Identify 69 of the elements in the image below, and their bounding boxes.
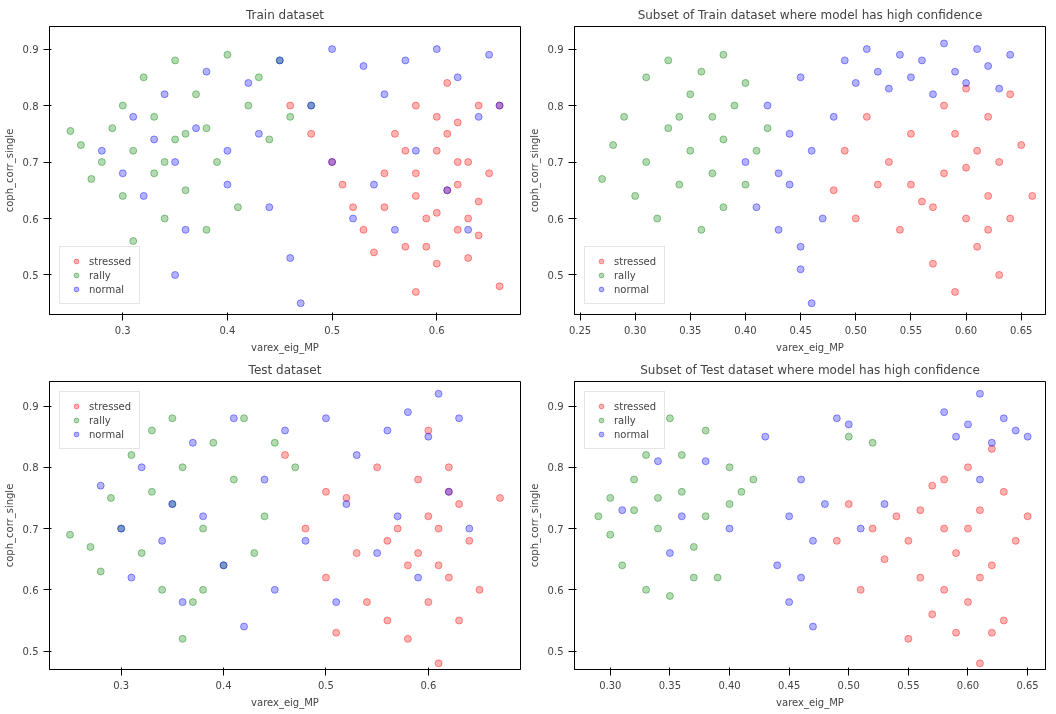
y-tick-label: 0.9 (547, 401, 564, 413)
y-axis-title: coph_corr_single (3, 483, 16, 568)
x-tick-label: 0.30 (599, 679, 622, 691)
x-axis-title: varex_eig_MP (251, 341, 319, 354)
y-tick-label: 0.8 (22, 462, 39, 474)
y-tick-label: 0.9 (22, 401, 39, 413)
legend-label: stressed (89, 255, 132, 267)
legend-label: rally (614, 414, 636, 426)
x-axis-title: varex_eig_MP (776, 696, 844, 709)
x-axis-title: varex_eig_MP (251, 696, 319, 709)
x-tick-label: 0.60 (956, 679, 980, 691)
x-tick-label: 0.45 (789, 324, 812, 336)
y-axis-title: coph_corr_single (528, 483, 541, 568)
x-tick-label: 0.4 (215, 679, 232, 691)
y-tick-label: 0.6 (547, 584, 564, 596)
x-axis-title: varex_eig_MP (776, 341, 844, 354)
legend-label: normal (89, 283, 125, 295)
x-tick-label: 0.5 (324, 324, 341, 336)
y-tick-label: 0.5 (547, 646, 564, 658)
y-tick-label: 0.5 (547, 269, 564, 281)
y-tick-label: 0.7 (547, 523, 564, 535)
x-tick-label: 0.55 (899, 324, 923, 336)
y-tick-label: 0.9 (22, 44, 39, 56)
y-tick-label: 0.9 (547, 44, 564, 56)
legend-label: rally (614, 269, 636, 281)
chart-title: Subset of Test dataset where model has high confidence (640, 362, 980, 377)
x-tick-label: 0.65 (1010, 324, 1033, 336)
x-tick-label: 0.50 (837, 679, 860, 691)
legend-label: normal (614, 283, 650, 295)
x-tick-label: 0.6 (428, 324, 445, 336)
y-tick-label: 0.5 (22, 646, 39, 658)
y-tick-label: 0.6 (22, 213, 39, 225)
x-tick-label: 0.6 (420, 679, 437, 691)
x-tick-label: 0.5 (318, 679, 334, 691)
y-tick-label: 0.7 (22, 523, 39, 535)
x-tick-label: 0.60 (954, 324, 978, 336)
x-tick-label: 0.45 (778, 679, 801, 691)
x-tick-label: 0.4 (219, 324, 236, 336)
x-tick-label: 0.55 (897, 679, 920, 691)
legend-label: stressed (89, 400, 132, 412)
x-tick-label: 0.40 (734, 324, 757, 336)
chart-title: Test dataset (247, 362, 322, 377)
x-tick-label: 0.40 (718, 679, 741, 691)
y-tick-label: 0.7 (547, 157, 564, 169)
x-tick-label: 0.65 (1016, 679, 1039, 691)
legend-label: rally (89, 414, 111, 426)
y-axis-title: coph_corr_single (3, 128, 16, 213)
x-tick-label: 0.3 (113, 679, 130, 691)
y-tick-label: 0.7 (22, 157, 39, 169)
y-tick-label: 0.8 (22, 100, 39, 112)
x-tick-label: 0.35 (679, 324, 702, 336)
x-tick-label: 0.35 (658, 679, 682, 691)
legend-label: rally (89, 269, 111, 281)
x-tick-label: 0.3 (114, 324, 131, 336)
y-axis-title: coph_corr_single (528, 128, 541, 213)
legend-label: normal (89, 428, 125, 440)
legend-label: normal (614, 428, 650, 440)
legend-label: stressed (614, 400, 657, 412)
chart-title: Subset of Train dataset where model has high confidence (637, 7, 983, 22)
x-tick-label: 0.30 (624, 324, 647, 336)
y-tick-label: 0.6 (22, 584, 39, 596)
legend-label: stressed (614, 255, 657, 267)
chart-title: Train dataset (245, 7, 325, 22)
x-tick-label: 0.50 (844, 324, 867, 336)
y-tick-label: 0.6 (547, 213, 564, 225)
y-tick-label: 0.8 (547, 100, 564, 112)
y-tick-label: 0.5 (22, 269, 39, 281)
x-tick-label: 0.25 (568, 324, 592, 336)
y-tick-label: 0.8 (547, 462, 564, 474)
